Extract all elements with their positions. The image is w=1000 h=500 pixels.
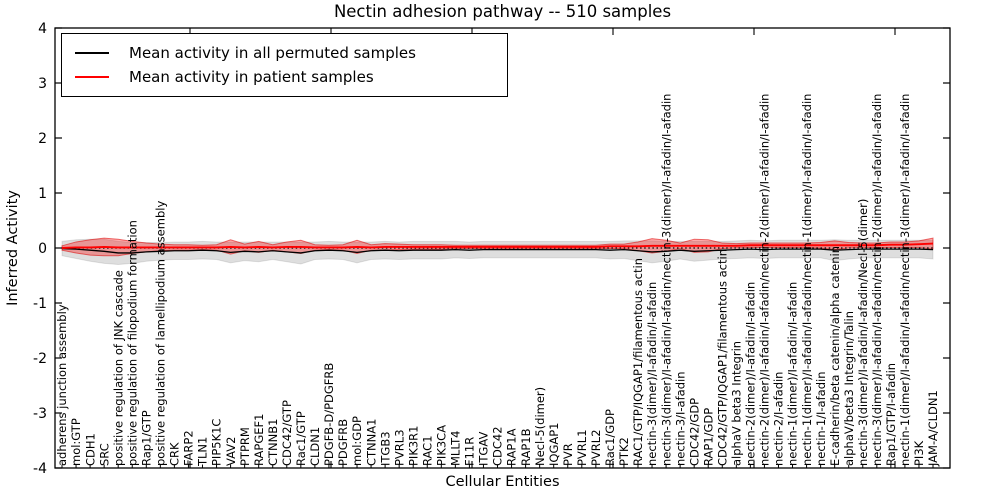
legend-label-permuted: Mean activity in all permuted samples bbox=[129, 44, 416, 62]
x-tick-label: nectin-2(dimer)/I-afadin/I-afadin/nectin… bbox=[758, 94, 772, 466]
x-axis-label: Cellular Entities bbox=[445, 474, 560, 490]
x-tick-label: JAM-A/CLDN1 bbox=[926, 390, 940, 467]
x-tick-label: Rac1/GTP bbox=[294, 411, 308, 466]
x-tick-label: PVR bbox=[561, 443, 575, 466]
y-tick-label: 2 bbox=[38, 131, 47, 147]
legend: Mean activity in all permuted samples Me… bbox=[61, 33, 508, 97]
x-tick-label: ITGAV bbox=[477, 432, 491, 466]
x-tick-label: ITGB3 bbox=[378, 431, 392, 466]
x-tick-label: CDC42/GTP bbox=[280, 400, 294, 466]
x-tick-label: CDC42/GDP bbox=[687, 398, 701, 466]
y-tick-label: -2 bbox=[33, 351, 47, 367]
x-tick-label: MLLT4 bbox=[449, 431, 463, 467]
x-tick-label: CDC42 bbox=[491, 426, 505, 466]
x-tick-label: CDC42/GTP/IQGAP1/filamentous actin bbox=[715, 249, 729, 466]
x-tick-label: nectin-1(dimer)/I-afadin/I-afadin/nectin… bbox=[898, 94, 912, 466]
x-tick-label: PI3K bbox=[912, 440, 926, 466]
x-tick-label: FARP2 bbox=[182, 430, 196, 466]
x-tick-label: F11R bbox=[463, 437, 477, 466]
x-tick-label: positive regulation of lamellipodium ass… bbox=[154, 201, 168, 466]
x-tick-label: PIP5K1C bbox=[210, 419, 224, 466]
x-tick-label: CDH1 bbox=[83, 433, 97, 466]
y-tick-label: 3 bbox=[38, 76, 47, 92]
x-tick-label: Rap1/GTP bbox=[139, 410, 153, 466]
y-tick-label: 0 bbox=[38, 241, 47, 257]
x-tick-label: nectin-1(dimer)/I-afadin/I-afadin/nectin… bbox=[800, 94, 814, 466]
x-tick-label: mol:GDP bbox=[350, 416, 364, 466]
y-axis-label: Inferred Activity bbox=[5, 190, 21, 306]
x-tick-label: nectin-3(dimer)/I-afadin/I-afadin bbox=[645, 282, 659, 466]
chart-title: Nectin adhesion pathway -- 510 samples bbox=[333, 2, 672, 21]
x-tick-label: RAC1/GTP/IQGAP1/filamentous actin bbox=[631, 258, 645, 466]
x-tick-label: Rap1/GTP/I-afadin bbox=[884, 363, 898, 466]
x-tick-label: PIK3CA bbox=[435, 425, 449, 466]
x-tick-label: RAPGEF1 bbox=[252, 414, 266, 466]
x-tick-label: nectin-2(dimer)/I-afadin/I-afadin bbox=[744, 282, 758, 466]
x-tick-label: PVRL1 bbox=[575, 429, 589, 466]
y-tick-label: 4 bbox=[38, 21, 47, 37]
x-tick-label: nectin-2/I-afadin bbox=[772, 372, 786, 467]
permuted-mean-line bbox=[61, 247, 934, 254]
x-tick-label: PDGFRB bbox=[336, 419, 350, 466]
x-tick-label: CTNNB1 bbox=[266, 419, 280, 466]
legend-item-permuted: Mean activity in all permuted samples bbox=[75, 45, 507, 62]
x-tick-label: alphaV/beta3 Integrin/Talin bbox=[842, 311, 856, 466]
x-tick-label: PTK2 bbox=[617, 437, 631, 466]
x-tick-label: PVRL2 bbox=[589, 429, 603, 466]
x-tick-label: RAC1 bbox=[420, 435, 434, 466]
x-tick-label: CLDN1 bbox=[308, 427, 322, 466]
x-tick-label: nectin-3/I-afadin bbox=[673, 372, 687, 467]
y-tick-label: -4 bbox=[33, 461, 47, 477]
x-tick-label: nectin-3(dimer)/I-afadin/I-afadin/nectin… bbox=[870, 94, 884, 466]
x-tick-label: PDGFB-D/PDGFRB bbox=[322, 363, 336, 466]
x-tick-label: CTNNA1 bbox=[364, 419, 378, 466]
x-tick-label: IQGAP1 bbox=[547, 423, 561, 466]
x-tick-label: positive regulation of JNK cascade bbox=[111, 270, 125, 466]
y-tick-label: 1 bbox=[38, 186, 47, 202]
y-tick-label: -3 bbox=[33, 406, 47, 422]
x-tick-label: nectin-3(dimer)/I-afadin/I-afadin/nectin… bbox=[659, 94, 673, 466]
x-tick-label: alphaV beta3 Integrin bbox=[730, 341, 744, 466]
y-tick-label: -1 bbox=[33, 296, 47, 312]
x-tick-label: Rac1/GDP bbox=[603, 409, 617, 466]
x-tick-label: nectin-1(dimer)/I-afadin/I-afadin bbox=[786, 282, 800, 466]
x-tick-label: CRK bbox=[168, 442, 182, 466]
legend-item-patient: Mean activity in patient samples bbox=[75, 67, 507, 86]
x-tick-label: nectin-3(dimer)/I-afadin/I-afadin/Necl-5… bbox=[856, 199, 870, 466]
x-tick-label: mol:GTP bbox=[69, 418, 83, 466]
patient-mean-line bbox=[61, 242, 934, 249]
legend-line-red bbox=[75, 75, 109, 78]
x-tick-label: TLN1 bbox=[196, 437, 210, 467]
x-tick-label: SRC bbox=[97, 443, 111, 466]
x-tick-label: E-cadherin/beta catenin/alpha catenin bbox=[828, 246, 842, 466]
x-tick-label: adherens junction assembly bbox=[55, 304, 69, 466]
x-tick-label: RAP1/GDP bbox=[701, 408, 715, 466]
x-tick-label: VAV2 bbox=[224, 437, 238, 466]
x-tick-label: PTPRM bbox=[238, 427, 252, 466]
x-tick-label: PIK3R1 bbox=[406, 426, 420, 467]
x-tick-label: positive regulation of filopodium format… bbox=[125, 220, 139, 466]
x-tick-label: RAP1A bbox=[505, 428, 519, 466]
x-tick-label: RAP1B bbox=[519, 428, 533, 466]
legend-line-black bbox=[75, 52, 109, 55]
legend-label-patient: Mean activity in patient samples bbox=[129, 67, 374, 86]
x-tick-label: nectin-1/I-afadin bbox=[814, 372, 828, 467]
x-tick-label: PVRL3 bbox=[392, 429, 406, 466]
x-tick-label: Necl-5(dimer) bbox=[533, 387, 547, 466]
